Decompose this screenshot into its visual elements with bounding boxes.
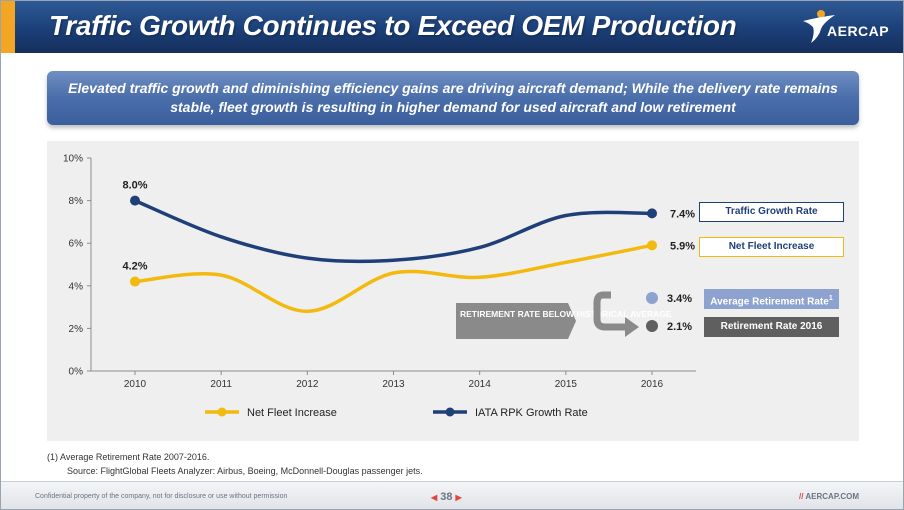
page-number-text: 38 — [440, 491, 453, 503]
marker-value-label: 2.1% — [667, 321, 692, 333]
footnote: (1) Average Retirement Rate 2007-2016. — [47, 452, 210, 462]
y-tick-label: 10% — [63, 154, 83, 165]
y-tick-label: 4% — [69, 281, 84, 292]
iata-rpk-growth-rate-last-label: 7.4% — [670, 208, 695, 220]
iata-rpk-growth-rate-point — [130, 195, 140, 206]
net-fleet-increase-last-label: 5.9% — [670, 240, 695, 252]
x-tick-label: 2010 — [124, 379, 147, 390]
website-text: AERCAP.COM — [805, 492, 860, 501]
prev-page-icon[interactable]: ◀ — [431, 493, 438, 502]
curved-arrow-icon — [593, 291, 639, 337]
x-tick-label: 2014 — [469, 379, 492, 390]
net-fleet-label-box: Net Fleet Increase — [699, 237, 844, 257]
retirement-callout-text: RETIREMENT RATE BELOW HISTORICAL AVERAGE — [460, 309, 672, 319]
logo-figure-icon — [803, 10, 835, 43]
x-tick-label: 2016 — [641, 379, 664, 390]
footnote-marker: 1 — [828, 295, 833, 302]
retirement-2016-label-box: Retirement Rate 2016 — [704, 317, 839, 337]
footer-slash: // — [799, 492, 804, 501]
retirement-callout: RETIREMENT RATE BELOW HISTORICAL AVERAGE — [456, 303, 672, 339]
iata-rpk-growth-rate-point — [647, 208, 657, 219]
y-tick-label: 2% — [69, 324, 84, 335]
y-tick-label: 0% — [69, 367, 84, 378]
source-note: Source: FlightGlobal Fleets Analyzer: Ai… — [67, 466, 423, 476]
net-fleet-increase-first-label: 4.2% — [122, 261, 147, 273]
avg-retirement-label-box: Average Retirement Rate1 — [704, 289, 839, 309]
x-tick-label: 2013 — [382, 379, 405, 390]
x-tick-label: 2015 — [555, 379, 578, 390]
aercap-logo: AERCAP — [799, 7, 889, 47]
legend-swatch-dot — [445, 407, 455, 417]
website-link[interactable]: // AERCAP.COM — [799, 492, 859, 501]
callout-arrow-shape — [456, 303, 576, 339]
x-tick-label: 2012 — [296, 379, 319, 390]
iata-rpk-growth-rate-first-label: 8.0% — [122, 180, 147, 192]
net-fleet-increase-line — [133, 243, 654, 314]
page-title: Traffic Growth Continues to Exceed OEM P… — [49, 10, 737, 41]
legend-label: Net Fleet Increase — [247, 407, 337, 419]
confidential-notice: Confidential property of the company, no… — [35, 493, 288, 500]
subtitle-banner: Elevated traffic growth and diminishing … — [47, 71, 859, 125]
net-fleet-increase-point — [130, 276, 140, 287]
net-fleet-increase-point — [647, 240, 657, 251]
next-page-icon[interactable]: ▶ — [455, 493, 462, 502]
header-accent — [1, 1, 15, 53]
avg-retirement-label: Average Retirement Rate — [710, 296, 829, 308]
x-tick-label: 2011 — [210, 379, 232, 390]
footer-bar: Confidential property of the company, no… — [1, 481, 903, 509]
y-tick-label: 6% — [69, 239, 84, 250]
legend-label: IATA RPK Growth Rate — [475, 407, 588, 419]
iata-rpk-growth-rate-line — [133, 198, 654, 264]
header-bar: Traffic Growth Continues to Exceed OEM P… — [1, 1, 903, 53]
retirement-rate-2016-marker — [646, 320, 658, 332]
marker-value-label: 3.4% — [667, 293, 692, 305]
logo-text: AERCAP — [827, 23, 890, 39]
traffic-growth-label-box: Traffic Growth Rate — [699, 202, 844, 222]
average-retirement-rate-marker — [646, 292, 658, 304]
legend-swatch-dot — [217, 407, 227, 417]
page-number: ◀ 38 ▶ — [431, 491, 462, 503]
y-tick-label: 8% — [69, 196, 84, 207]
